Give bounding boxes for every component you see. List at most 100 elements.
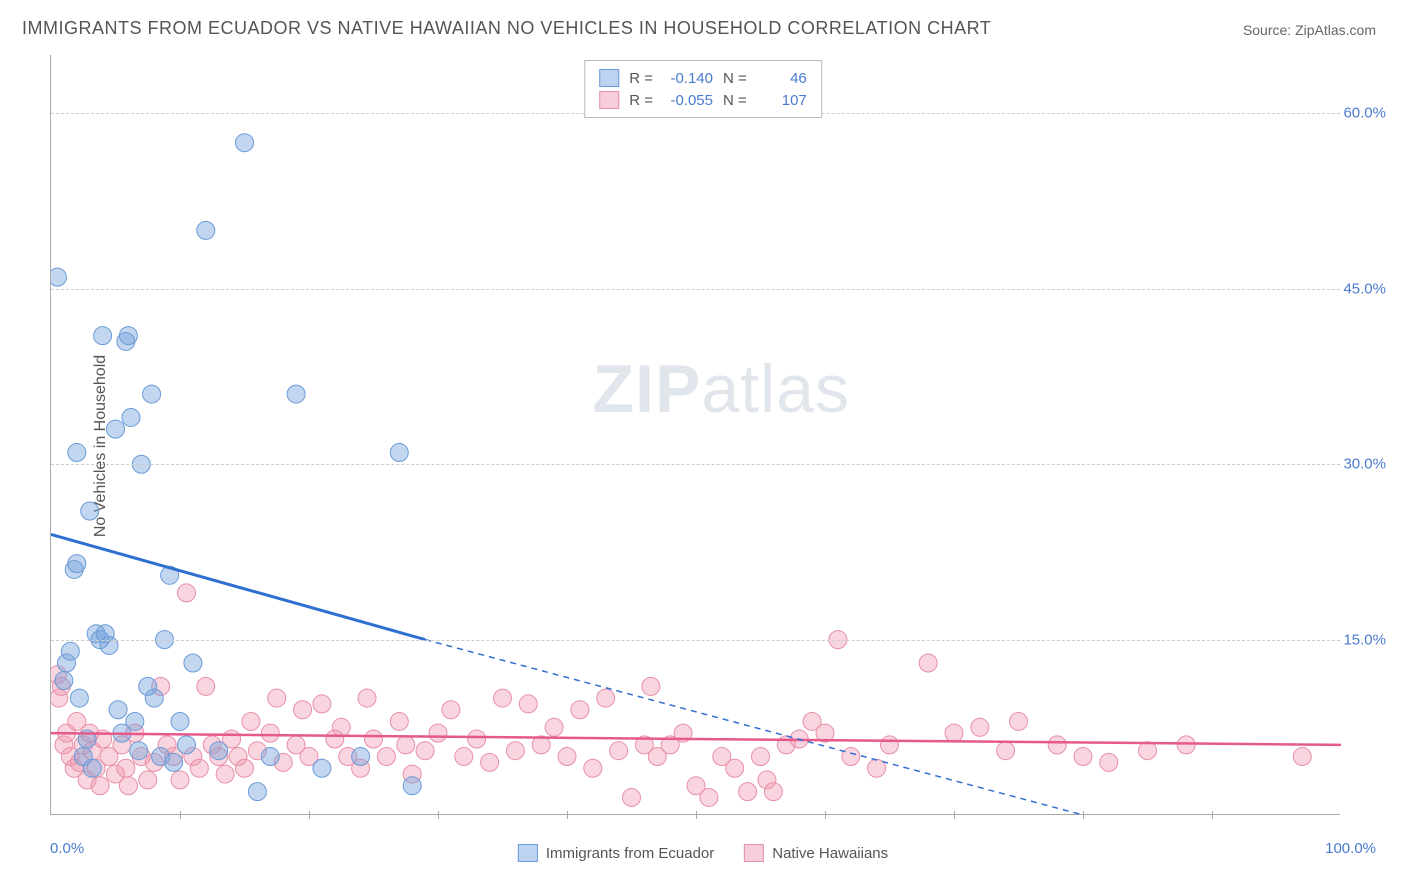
- scatter-point: [390, 444, 408, 462]
- r-label: R =: [629, 92, 653, 109]
- scatter-point: [119, 777, 137, 795]
- scatter-point: [752, 748, 770, 766]
- scatter-point: [1048, 736, 1066, 754]
- scatter-point: [997, 742, 1015, 760]
- scatter-point: [143, 385, 161, 403]
- scatter-point: [145, 689, 163, 707]
- gridline: [51, 289, 1340, 290]
- gridline: [51, 640, 1340, 641]
- scatter-point: [545, 718, 563, 736]
- x-tick: [825, 811, 826, 819]
- correlation-chart: IMMIGRANTS FROM ECUADOR VS NATIVE HAWAII…: [0, 0, 1406, 892]
- scatter-point: [268, 689, 286, 707]
- scatter-point: [184, 654, 202, 672]
- scatter-point: [81, 502, 99, 520]
- scatter-point: [94, 327, 112, 345]
- scatter-point: [177, 736, 195, 754]
- scatter-point: [519, 695, 537, 713]
- correlation-stats-box: R = -0.140 N = 46 R = -0.055 N = 107: [584, 60, 822, 118]
- x-axis-min-label: 0.0%: [50, 840, 84, 857]
- scatter-point: [313, 695, 331, 713]
- scatter-point: [190, 759, 208, 777]
- scatter-point: [126, 712, 144, 730]
- scatter-point: [726, 759, 744, 777]
- n-value: 46: [757, 70, 807, 87]
- scatter-point: [261, 724, 279, 742]
- scatter-point: [1177, 736, 1195, 754]
- scatter-point: [945, 724, 963, 742]
- scatter-point: [119, 327, 137, 345]
- x-axis-max-label: 100.0%: [1325, 840, 1376, 857]
- r-value: -0.140: [663, 70, 713, 87]
- scatter-point: [107, 420, 125, 438]
- scatter-point: [584, 759, 602, 777]
- scatter-point: [610, 742, 628, 760]
- scatter-point: [51, 268, 66, 286]
- scatter-point: [197, 677, 215, 695]
- scatter-point: [442, 701, 460, 719]
- scatter-point: [403, 777, 421, 795]
- stats-row-series-2: R = -0.055 N = 107: [599, 89, 807, 111]
- scatter-point: [130, 742, 148, 760]
- r-value: -0.055: [663, 92, 713, 109]
- scatter-point: [1074, 748, 1092, 766]
- series-1-name: Immigrants from Ecuador: [546, 845, 714, 862]
- n-label: N =: [723, 92, 747, 109]
- n-label: N =: [723, 70, 747, 87]
- scatter-point: [91, 777, 109, 795]
- x-tick: [309, 811, 310, 819]
- scatter-point: [558, 748, 576, 766]
- scatter-point: [1010, 712, 1028, 730]
- scatter-point: [623, 788, 641, 806]
- x-tick: [1083, 811, 1084, 819]
- series-2-name: Native Hawaiians: [772, 845, 888, 862]
- scatter-point: [248, 783, 266, 801]
- scatter-point: [506, 742, 524, 760]
- scatter-point: [122, 408, 140, 426]
- scatter-point: [242, 712, 260, 730]
- scatter-point: [287, 385, 305, 403]
- scatter-point: [919, 654, 937, 672]
- scatter-point: [429, 724, 447, 742]
- x-tick: [1212, 811, 1213, 819]
- legend-item-series-1: Immigrants from Ecuador: [518, 844, 714, 862]
- scatter-point: [455, 748, 473, 766]
- plot-area: ZIPatlas: [50, 55, 1340, 815]
- scatter-point: [109, 701, 127, 719]
- y-tick-label: 30.0%: [1343, 456, 1386, 473]
- scatter-point: [68, 555, 86, 573]
- x-tick: [438, 811, 439, 819]
- chart-title: IMMIGRANTS FROM ECUADOR VS NATIVE HAWAII…: [22, 18, 991, 39]
- scatter-point: [881, 736, 899, 754]
- source-attribution: Source: ZipAtlas.com: [1243, 22, 1376, 38]
- scatter-point: [61, 642, 79, 660]
- gridline: [51, 464, 1340, 465]
- scatter-point: [468, 730, 486, 748]
- scatter-point: [1293, 748, 1311, 766]
- scatter-point: [1100, 753, 1118, 771]
- scatter-point: [332, 718, 350, 736]
- scatter-point: [358, 689, 376, 707]
- scatter-point: [216, 765, 234, 783]
- x-tick: [954, 811, 955, 819]
- scatter-point: [971, 718, 989, 736]
- scatter-point: [313, 759, 331, 777]
- scatter-point: [481, 753, 499, 771]
- series-1-swatch: [518, 844, 538, 862]
- scatter-point: [700, 788, 718, 806]
- series-2-swatch: [599, 91, 619, 109]
- x-tick: [180, 811, 181, 819]
- scatter-point: [55, 672, 73, 690]
- scatter-point: [236, 759, 254, 777]
- series-1-swatch: [599, 69, 619, 87]
- scatter-point: [642, 677, 660, 695]
- scatter-point: [397, 736, 415, 754]
- scatter-point: [352, 748, 370, 766]
- y-tick-label: 15.0%: [1343, 631, 1386, 648]
- scatter-point: [416, 742, 434, 760]
- scatter-point: [171, 771, 189, 789]
- scatter-point: [70, 689, 88, 707]
- n-value: 107: [757, 92, 807, 109]
- scatter-point: [494, 689, 512, 707]
- scatter-point: [68, 444, 86, 462]
